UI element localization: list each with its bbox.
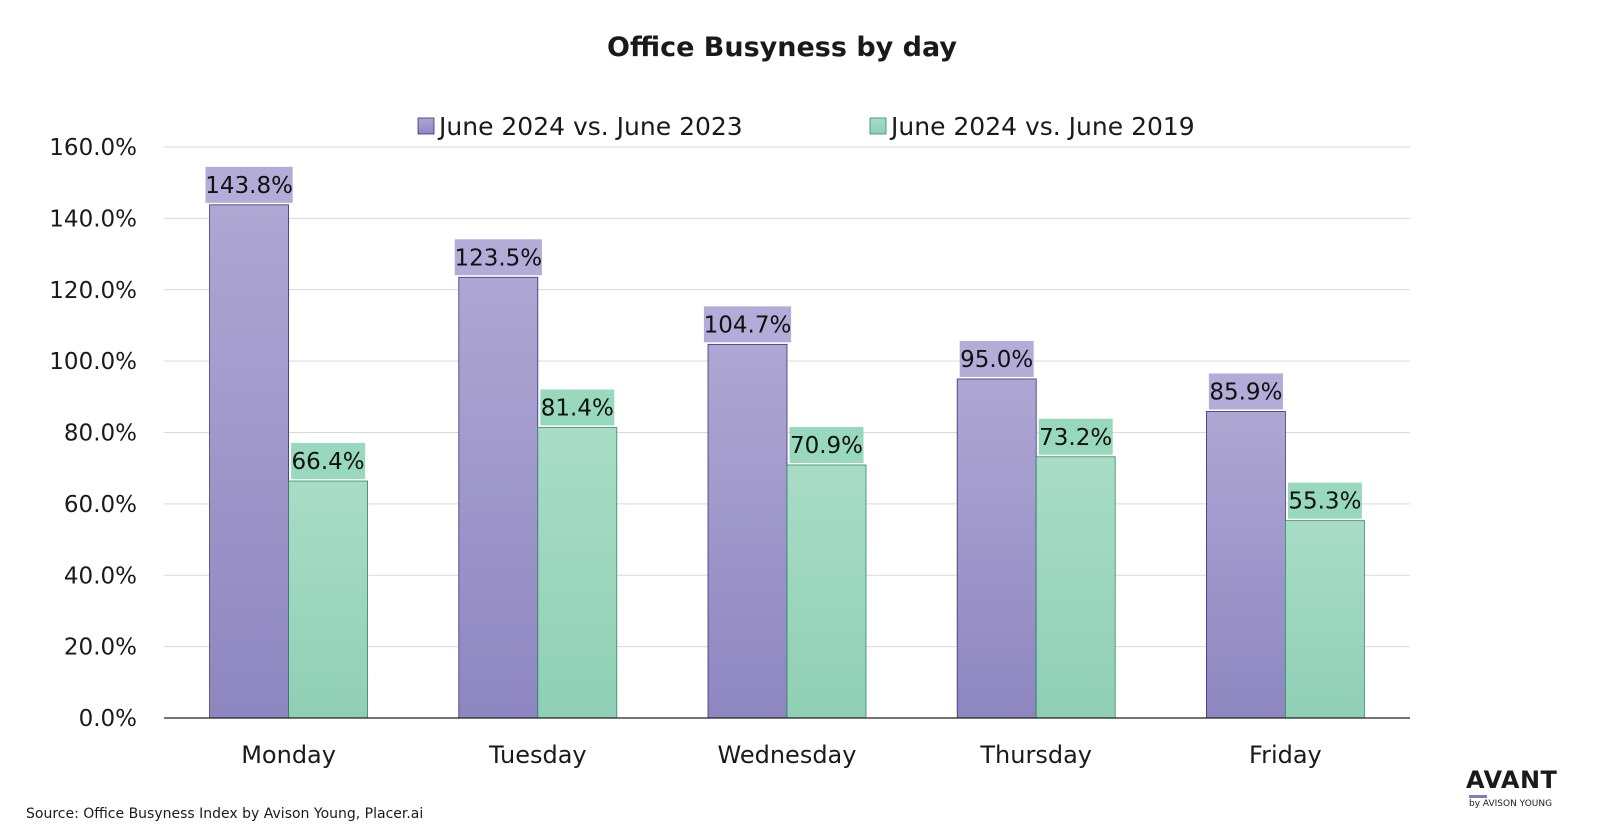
y-tick-label: 100.0% xyxy=(49,349,137,375)
brand-accent-bar xyxy=(1469,795,1487,798)
data-label-friday-series-1: 85.9% xyxy=(1209,379,1282,405)
data-label-wednesday-series-1: 104.7% xyxy=(704,312,792,338)
bar-monday-series-1 xyxy=(209,204,290,719)
bar-monday-series-2 xyxy=(288,480,369,719)
bar-friday-series-1 xyxy=(1206,411,1286,719)
data-label-friday-series-2: 55.3% xyxy=(1288,489,1361,515)
data-label-bg xyxy=(1287,482,1362,519)
data-label-bg xyxy=(959,340,1034,377)
legend-label-2: June 2024 vs. June 2019 xyxy=(889,112,1195,141)
data-label-thursday-series-1: 95.0% xyxy=(960,347,1033,373)
legend-label-1: June 2024 vs. June 2023 xyxy=(437,112,743,141)
y-tick-label: 140.0% xyxy=(49,206,137,232)
data-label-bg xyxy=(1208,373,1283,410)
data-label-bg xyxy=(291,443,366,480)
x-tick-label-monday: Monday xyxy=(241,741,336,769)
y-tick-label: 40.0% xyxy=(64,563,137,589)
bar-wednesday-series-2 xyxy=(786,464,867,719)
data-label-monday-series-1: 143.8% xyxy=(205,173,293,199)
bar-tuesday-series-1 xyxy=(458,276,539,719)
brand-name: AVANT xyxy=(1466,766,1558,794)
legend-swatch-1 xyxy=(417,117,435,135)
brand-tagline: by AVISON YOUNG xyxy=(1469,799,1553,809)
data-label-monday-series-2: 66.4% xyxy=(292,449,365,475)
data-label-bg xyxy=(205,166,293,203)
y-tick-label: 20.0% xyxy=(64,635,137,661)
bar-friday-series-2 xyxy=(1285,520,1365,719)
x-tick-label-tuesday: Tuesday xyxy=(488,741,587,769)
data-label-wednesday-series-2: 70.9% xyxy=(790,433,863,459)
data-label-bg xyxy=(789,426,864,463)
bar-wednesday-series-1 xyxy=(707,343,788,719)
bar-tuesday-series-2 xyxy=(537,427,618,719)
data-label-bg xyxy=(540,389,615,426)
y-tick-label: 120.0% xyxy=(49,278,137,304)
data-label-bg xyxy=(1038,418,1113,455)
x-tick-label-wednesday: Wednesday xyxy=(718,741,857,769)
y-tick-label: 0.0% xyxy=(79,706,137,732)
x-tick-label-friday: Friday xyxy=(1249,741,1322,769)
y-tick-label: 160.0% xyxy=(49,135,137,161)
bar-thursday-series-1 xyxy=(956,378,1037,719)
x-tick-label-thursday: Thursday xyxy=(979,741,1092,769)
chart-title: Office Busyness by day xyxy=(607,32,957,63)
data-label-bg xyxy=(703,306,792,343)
data-label-tuesday-series-2: 81.4% xyxy=(541,396,614,422)
legend-swatch-2 xyxy=(869,117,887,135)
y-tick-label: 60.0% xyxy=(64,492,137,518)
source-note: Source: Office Busyness Index by Avison … xyxy=(26,806,424,822)
bar-thursday-series-2 xyxy=(1035,456,1116,719)
y-tick-label: 80.0% xyxy=(64,421,137,447)
data-label-bg xyxy=(454,239,542,276)
avant-logo: AVANT by AVISON YOUNG xyxy=(1466,766,1562,816)
data-label-thursday-series-2: 73.2% xyxy=(1039,425,1112,451)
data-label-tuesday-series-1: 123.5% xyxy=(454,245,542,271)
